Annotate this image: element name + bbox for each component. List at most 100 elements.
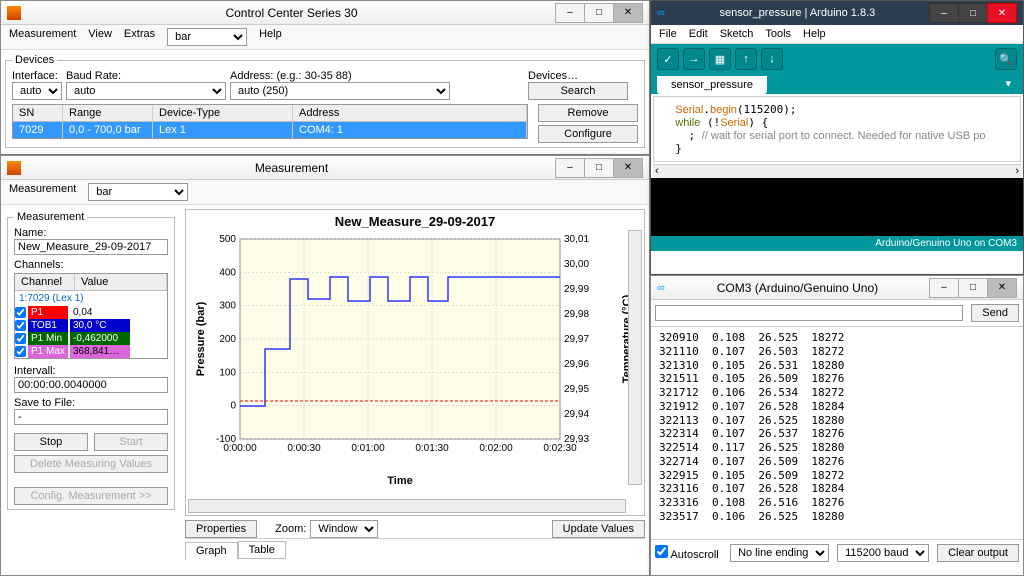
app-icon <box>7 6 21 20</box>
verify-icon[interactable]: ✓ <box>657 48 679 70</box>
open-icon[interactable]: ↑ <box>735 48 757 70</box>
menu-help[interactable]: Help <box>803 28 826 40</box>
channel-check[interactable] <box>15 307 26 318</box>
close-button[interactable]: ✕ <box>613 3 643 23</box>
serial-input[interactable] <box>655 305 963 321</box>
interval-input[interactable] <box>14 377 168 393</box>
clear-button[interactable]: Clear output <box>937 544 1019 562</box>
minimize-button[interactable]: – <box>929 3 959 23</box>
svg-text:30,00: 30,00 <box>564 259 589 270</box>
channels-table: Channel Value 1:7029 (Lex 1) P1 0,04 TOB… <box>14 273 168 359</box>
tab-graph[interactable]: Graph <box>185 542 238 560</box>
save-icon[interactable]: ↓ <box>761 48 783 70</box>
baud-select[interactable]: auto <box>66 82 226 100</box>
send-button[interactable]: Send <box>971 304 1019 322</box>
window-title: Control Center Series 30 <box>27 6 556 20</box>
device-table: SN Range Device-Type Address 7029 0,0 - … <box>12 104 528 139</box>
minimize-button[interactable]: – <box>929 278 959 298</box>
properties-button[interactable]: Properties <box>185 520 257 538</box>
address-select[interactable]: auto (250) <box>230 82 450 100</box>
menu-tools[interactable]: Tools <box>765 28 791 40</box>
device-row[interactable]: 7029 0,0 - 700,0 bar Lex 1 COM4: 1 <box>13 122 527 138</box>
devices-legend: Devices <box>12 54 57 66</box>
interface-label: Interface: <box>12 70 62 82</box>
devices-label: Devices… <box>528 70 638 82</box>
name-input[interactable] <box>14 239 168 255</box>
serial-output: 320910 0.108 26.525 18272 321110 0.107 2… <box>651 326 1023 540</box>
menu-measurement[interactable]: Measurement <box>9 28 76 46</box>
channel-check[interactable] <box>15 346 26 357</box>
zoom-select[interactable]: Window <box>310 520 378 538</box>
svg-text:Time: Time <box>387 475 412 487</box>
svg-text:500: 500 <box>219 234 236 245</box>
menu-sketch[interactable]: Sketch <box>720 28 754 40</box>
start-button[interactable]: Start <box>94 433 168 451</box>
svg-text:100: 100 <box>219 367 236 378</box>
svg-text:0:01:30: 0:01:30 <box>415 443 449 454</box>
upload-icon[interactable]: → <box>683 48 705 70</box>
col-address: Address <box>293 105 527 121</box>
tab-menu-icon[interactable]: ▾ <box>999 74 1017 94</box>
interval-label: Intervall: <box>14 365 168 377</box>
svg-text:29,94: 29,94 <box>564 409 589 420</box>
unit-select[interactable]: bar <box>167 28 247 46</box>
autoscroll-check[interactable]: Autoscroll <box>655 545 719 561</box>
channel-check[interactable] <box>15 333 26 344</box>
save-input[interactable] <box>14 409 168 425</box>
code-editor[interactable]: Serial.begin(115200); while (!Serial) { … <box>653 96 1021 162</box>
cc-menubar: Measurement View Extras bar Help <box>1 25 649 50</box>
menu-file[interactable]: File <box>659 28 677 40</box>
menu-view[interactable]: View <box>88 28 112 46</box>
baud-select[interactable]: 115200 baud <box>837 544 929 562</box>
svg-text:400: 400 <box>219 267 236 278</box>
scrollbar-v[interactable] <box>628 230 642 485</box>
svg-text:30,01: 30,01 <box>564 234 589 245</box>
meas-menubar: Measurement bar <box>1 180 649 205</box>
window-title: Measurement <box>27 161 556 175</box>
interface-select[interactable]: auto <box>12 82 62 100</box>
status-bar: Arduino/Genuino Uno on COM3 <box>651 236 1023 251</box>
minimize-button[interactable]: – <box>555 3 585 23</box>
devices-group: Devices Interface: auto Baud Rate: auto … <box>5 54 645 148</box>
scrollbar-h[interactable] <box>188 499 626 513</box>
maximize-button[interactable]: □ <box>584 158 614 178</box>
tab-table[interactable]: Table <box>238 541 286 559</box>
control-center-window: Control Center Series 30 – □ ✕ Measureme… <box>0 0 650 155</box>
channel-label: P1 Min <box>28 332 68 345</box>
menu-extras[interactable]: Extras <box>124 28 155 46</box>
configure-button[interactable]: Configure <box>538 125 638 143</box>
menu-measurement[interactable]: Measurement <box>9 183 76 201</box>
lineending-select[interactable]: No line ending <box>730 544 829 562</box>
remove-button[interactable]: Remove <box>538 104 638 122</box>
config-button[interactable]: Config. Measurement >> <box>14 487 168 505</box>
channel-value: 368,841… <box>70 345 130 358</box>
maximize-button[interactable]: □ <box>958 3 988 23</box>
close-button[interactable]: ✕ <box>987 3 1017 23</box>
channel-label: P1 <box>28 306 68 319</box>
tabstrip: sensor_pressure ▾ <box>651 74 1023 94</box>
channel-check[interactable] <box>15 320 26 331</box>
baud-label: Baud Rate: <box>66 70 226 82</box>
menu-edit[interactable]: Edit <box>689 28 708 40</box>
update-button[interactable]: Update Values <box>552 520 645 538</box>
channels-label: Channels: <box>14 259 168 271</box>
serial-titlebar: ∞ COM3 (Arduino/Genuino Uno) – □ ✕ <box>651 276 1023 300</box>
arduino-icon: ∞ <box>657 7 665 19</box>
close-button[interactable]: ✕ <box>987 278 1017 298</box>
menu-help[interactable]: Help <box>259 28 282 46</box>
svg-text:Pressure (bar): Pressure (bar) <box>195 301 207 376</box>
maximize-button[interactable]: □ <box>584 3 614 23</box>
code-scrollbar[interactable]: ‹› <box>653 164 1021 178</box>
unit-select[interactable]: bar <box>88 183 188 201</box>
svg-text:29,97: 29,97 <box>564 334 589 345</box>
new-icon[interactable]: ▦ <box>709 48 731 70</box>
tab-sketch[interactable]: sensor_pressure <box>657 76 767 94</box>
serial-monitor-icon[interactable]: 🔍 <box>995 48 1017 70</box>
delete-button[interactable]: Delete Measuring Values <box>14 455 168 473</box>
stop-button[interactable]: Stop <box>14 433 88 451</box>
maximize-button[interactable]: □ <box>958 278 988 298</box>
channel-value: 0,04 <box>70 306 130 319</box>
close-button[interactable]: ✕ <box>613 158 643 178</box>
minimize-button[interactable]: – <box>555 158 585 178</box>
search-button[interactable]: Search <box>528 82 628 100</box>
